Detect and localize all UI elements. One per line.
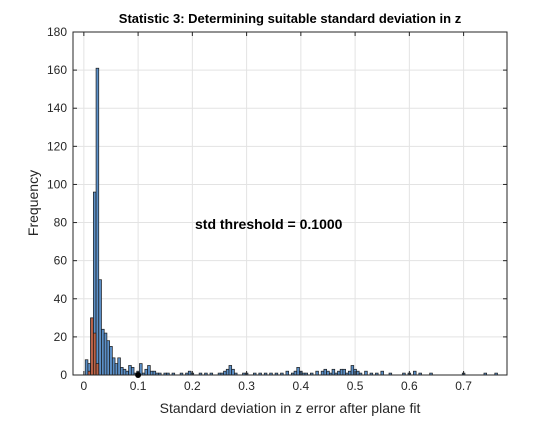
histogram-bar xyxy=(152,370,157,376)
highlight-bar xyxy=(92,332,97,376)
plot-background xyxy=(73,32,507,375)
histogram-bar xyxy=(326,370,330,376)
highlight-bar xyxy=(90,317,94,376)
histogram-bar xyxy=(347,370,352,376)
y-tick-label: 180 xyxy=(47,25,67,39)
highlight-bar xyxy=(95,363,100,376)
x-tick-label: 0.7 xyxy=(455,379,472,393)
histogram-bar xyxy=(130,367,135,376)
histogram-bar xyxy=(323,368,327,376)
histogram-bar xyxy=(128,365,132,376)
x-tick-label: 0.1 xyxy=(130,379,147,393)
y-tick-label: 0 xyxy=(60,368,67,382)
y-ticks: 0 20 40 60 80 100 120 140 160 180 xyxy=(47,25,507,382)
histogram-bar xyxy=(337,370,341,376)
histogram-bar xyxy=(296,367,300,376)
histogram-bar xyxy=(111,357,116,376)
x-tick-label: 0.4 xyxy=(293,379,310,393)
x-ticks: 0 0.1 0.2 0.3 0.4 0.5 0.6 0.7 xyxy=(81,32,472,393)
histogram-bar xyxy=(364,370,368,376)
threshold-annotation: std threshold = 0.1000 xyxy=(195,216,343,232)
histogram-bar xyxy=(114,363,119,376)
y-tick-label: 40 xyxy=(54,292,68,306)
histogram-bar xyxy=(106,340,110,376)
histogram-bar xyxy=(103,332,108,376)
histogram-bar xyxy=(120,367,124,376)
y-tick-label: 160 xyxy=(47,63,67,77)
histogram-bar xyxy=(225,368,230,376)
histogram-bar xyxy=(320,370,325,376)
histogram-bar xyxy=(122,368,127,376)
threshold-marker xyxy=(135,372,142,378)
histogram-bar xyxy=(315,370,319,376)
y-tick-label: 20 xyxy=(54,330,68,344)
histogram-bar xyxy=(331,368,336,376)
y-tick-label: 120 xyxy=(47,139,67,153)
y-tick-label: 100 xyxy=(47,177,67,191)
x-tick-label: 0.3 xyxy=(238,379,255,393)
x-tick-label: 0.5 xyxy=(347,379,364,393)
histogram-bar xyxy=(228,365,233,376)
histogram-bar xyxy=(413,370,417,376)
histogram-bar xyxy=(350,365,355,376)
histogram-bar xyxy=(144,368,148,376)
histogram-bar xyxy=(147,365,151,376)
histogram-bar xyxy=(95,67,100,376)
y-tick-label: 60 xyxy=(54,254,68,268)
histogram-bar xyxy=(285,370,289,376)
histogram-bar xyxy=(339,368,344,376)
histogram-bar xyxy=(342,368,346,376)
histogram-bar xyxy=(293,370,298,376)
histogram-bar xyxy=(223,370,227,376)
histogram-bar xyxy=(356,370,360,376)
x-axis-label: Standard deviation in z error after plan… xyxy=(160,400,421,416)
histogram-bar xyxy=(117,357,121,376)
highlight-bar xyxy=(87,370,91,376)
histogram-bar xyxy=(380,370,384,376)
y-axis-label: Frequency xyxy=(25,170,41,236)
histogram-bar xyxy=(149,370,154,376)
plot-border xyxy=(72,31,508,376)
y-tick-label: 80 xyxy=(54,216,68,230)
y-tick-label: 140 xyxy=(47,101,67,115)
histogram-bar xyxy=(125,370,129,376)
x-tick-label: 0.2 xyxy=(184,379,201,393)
histogram-bar xyxy=(231,368,235,376)
histogram-bar xyxy=(84,359,89,376)
histogram-bar xyxy=(101,328,105,376)
chart-title: Statistic 3: Determining suitable standa… xyxy=(119,11,462,26)
histogram-bar xyxy=(109,346,113,376)
x-tick-label: 0.6 xyxy=(401,379,418,393)
histogram-bar xyxy=(187,370,192,376)
histogram-bar xyxy=(98,279,102,376)
x-tick-label: 0 xyxy=(81,379,88,393)
